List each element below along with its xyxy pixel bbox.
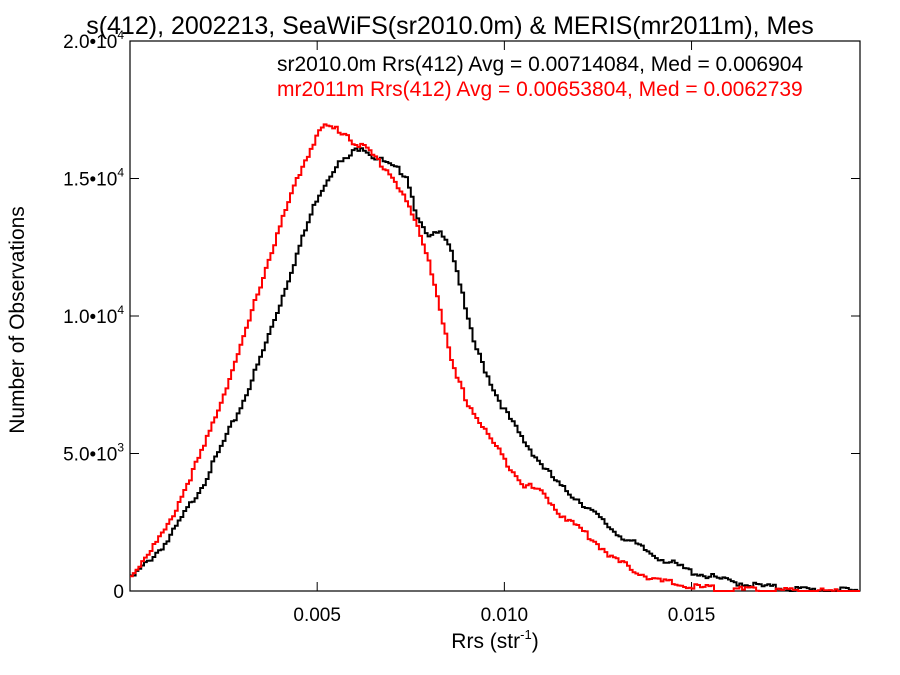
y-tick-label-mantissa: 1.5•10 [63, 170, 117, 191]
x-tick-label: 0.005 [293, 605, 341, 626]
axis-ticks: 0.005 0.010 0.01505.0•1031.0•1041.5•1042.0… [63, 28, 860, 626]
x-axis-title-superscript: -1 [520, 627, 532, 642]
plot-area [129, 40, 861, 592]
y-tick-label: 0 [113, 582, 124, 603]
x-axis-title: Rrs (str-1) [451, 627, 538, 653]
y-tick-label-mantissa: 5.0•10 [63, 445, 117, 466]
chart-title: s(412), 2002213, SeaWiFS(sr2010.0m) & ME… [86, 12, 814, 40]
y-tick-label-mantissa: 2.0•10 [63, 32, 117, 53]
legend-entry-series-1: sr2010.0m Rrs(412) Avg = 0.00714084, Med… [277, 53, 803, 76]
y-tick-label-exponent: 3 [117, 441, 124, 455]
x-axis-title-end: ) [532, 630, 539, 653]
series-line-mr2011m [130, 123, 860, 592]
y-tick-label: 2.0•104 [63, 28, 124, 53]
x-axis-title-main: Rrs (str [451, 630, 520, 653]
series-line-sr2010.0m [130, 147, 860, 592]
y-tick-label-exponent: 4 [117, 166, 124, 180]
y-tick-label-exponent: 4 [117, 28, 124, 42]
y-tick-label-mantissa: 1.0•10 [63, 307, 117, 328]
y-tick-label: 1.0•104 [63, 303, 124, 328]
x-tick-label: 0.015 [668, 605, 716, 626]
y-axis-title: Number of Observations [6, 206, 29, 434]
y-tick-label-exponent: 4 [117, 303, 124, 317]
y-tick-label: 5.0•103 [63, 441, 124, 466]
y-tick-label: 1.5•104 [63, 166, 124, 191]
legend-entry-series-2: mr2011m Rrs(412) Avg = 0.00653804, Med =… [277, 78, 803, 101]
x-tick-label: 0.010 [481, 605, 529, 626]
series-layer [130, 123, 860, 592]
y-tick-label-mantissa: 0 [113, 582, 124, 603]
plot-border [129, 40, 861, 592]
